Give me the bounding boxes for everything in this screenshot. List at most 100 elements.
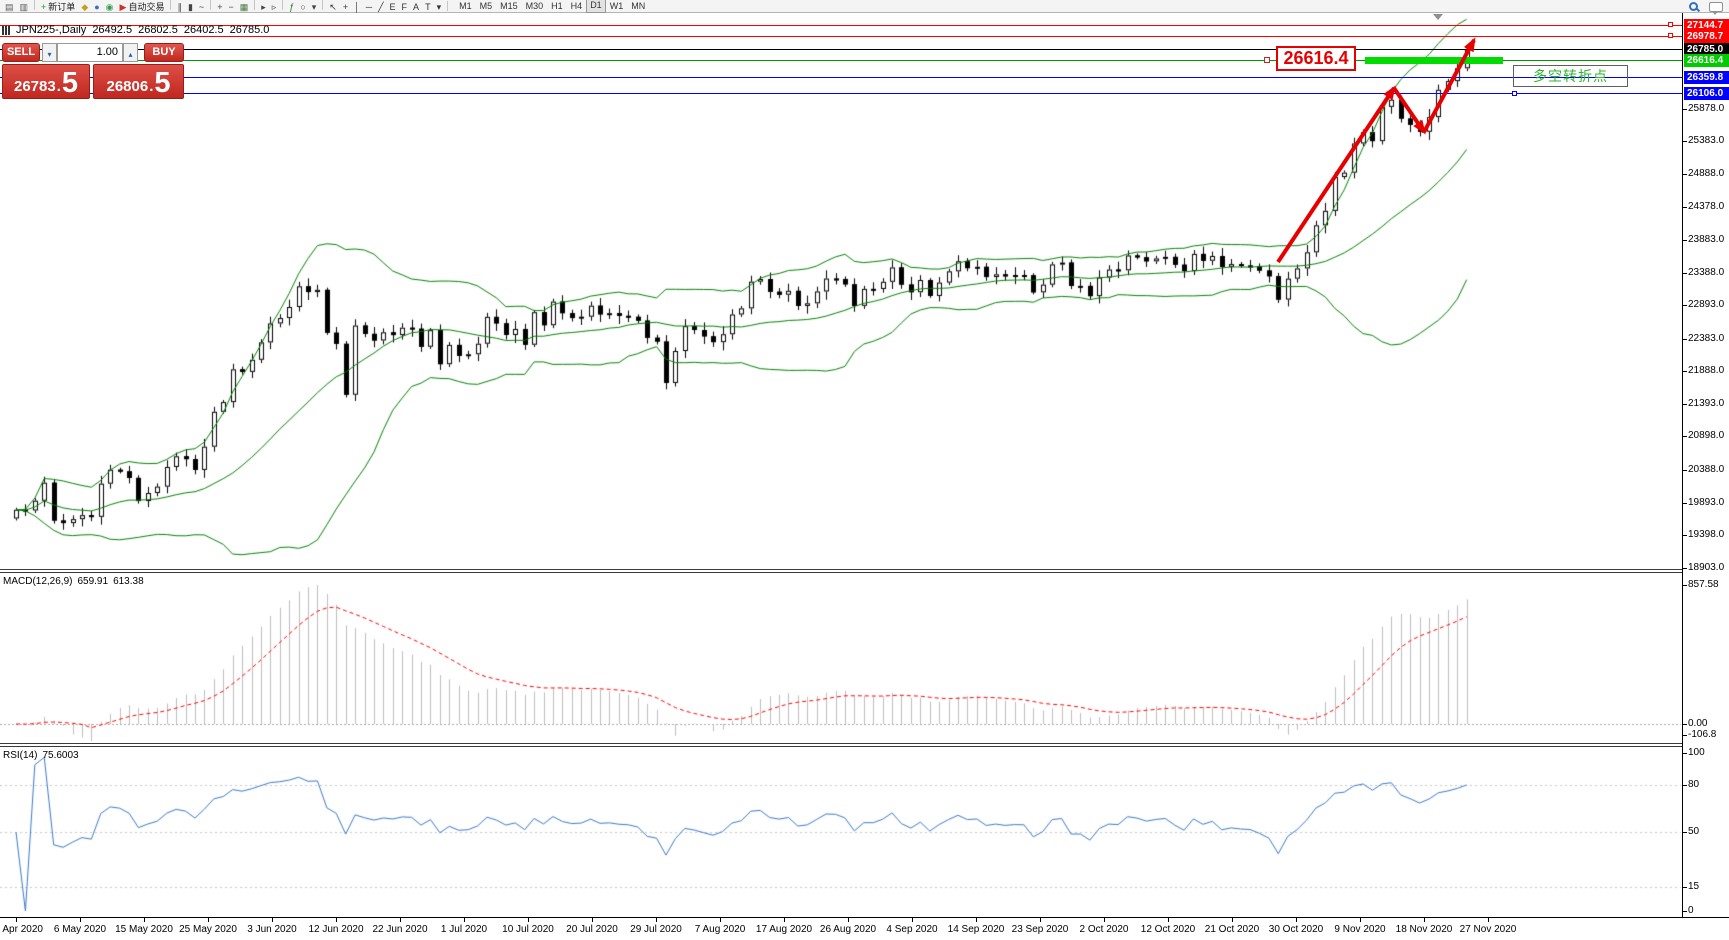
price-axis-label: 25383.0 (1682, 135, 1725, 147)
timeframe-m30[interactable]: M30 (525, 1, 544, 11)
date-tick (208, 918, 209, 922)
search-icon[interactable] (1688, 1, 1700, 12)
price-line-resistance-2[interactable] (0, 35, 1682, 37)
price-axis-label: 19398.0 (1682, 529, 1725, 541)
sell-price-display[interactable]: 26783. 5 (2, 64, 90, 99)
auto-scroll-button[interactable]: ▸ (258, 1, 269, 13)
fibonacci-button[interactable]: F (399, 1, 411, 13)
rsi-axis-label: 0 (1683, 905, 1694, 916)
date-tick (1232, 918, 1233, 922)
buy-price-fraction: 5 (154, 67, 171, 99)
macd-axis-label: 0.00 (1682, 718, 1708, 729)
equidistant-channel-button[interactable]: E (387, 1, 399, 13)
price-line-support-2[interactable] (0, 93, 1682, 95)
price-axis-label: 22893.0 (1682, 299, 1725, 311)
date-label: 27 Apr 2020 (0, 924, 43, 935)
price-axis-label: 21393.0 (1682, 397, 1725, 409)
timeframe-h4[interactable]: H4 (570, 1, 583, 11)
ohlc-high: 26802.5 (138, 24, 178, 36)
buy-price-display[interactable]: 26806. 5 (93, 64, 184, 99)
toolbar-separator (34, 0, 36, 10)
buy-button[interactable]: BUY (144, 43, 184, 62)
line-chart-button[interactable]: ~ (196, 1, 207, 13)
date-tick (400, 918, 401, 922)
sell-button[interactable]: SELL (2, 43, 40, 62)
date-label: 15 May 2020 (115, 924, 173, 935)
templates-button[interactable]: ▾ (309, 1, 320, 13)
horizontal-line-button[interactable]: ─ (363, 1, 375, 13)
volume-decrease-button[interactable]: ▾ (42, 43, 57, 62)
periods-button[interactable]: ○ (297, 1, 308, 13)
date-label: 2 Oct 2020 (1079, 924, 1129, 935)
market-depth-button-icon: ◆ (81, 1, 89, 12)
chart-shift-marker[interactable] (1433, 14, 1443, 20)
timeframe-d1[interactable]: D1 (586, 0, 606, 13)
timeframe-m1[interactable]: M1 (459, 1, 472, 11)
cursor-button-icon: ↖ (329, 1, 337, 12)
text-label-button[interactable]: T (422, 1, 434, 13)
contacts-button[interactable]: ● (91, 1, 102, 13)
arrows-button[interactable]: ▾ (434, 1, 445, 13)
price-line-current-price[interactable] (0, 48, 1682, 50)
price-axis-line (1682, 13, 1683, 917)
news-button-icon: ◉ (105, 1, 114, 12)
volume-increase-button[interactable]: ▴ (123, 43, 138, 62)
news-button[interactable]: ◉ (103, 1, 117, 13)
sell-price-separator: . (56, 78, 61, 95)
timeframe-m15[interactable]: M15 (500, 1, 518, 11)
highlight-bar[interactable] (1365, 56, 1503, 64)
indicators-button[interactable]: ƒ (286, 1, 297, 13)
symbol-period-label: JPN225-,Daily (16, 24, 87, 36)
templates-button-icon: ▾ (311, 1, 317, 12)
timeframe-w1[interactable]: W1 (609, 1, 624, 11)
date-axis[interactable]: 27 Apr 2020 6 May 2020 15 May 2020 25 May 2… (0, 917, 1729, 940)
timeframe-h1[interactable]: H1 (551, 1, 563, 11)
timeframe-toolbar: M1 M5 M15 M30 H1 H4 D1 W1 MN (455, 0, 649, 13)
zoom-in-button[interactable]: + (214, 1, 225, 13)
ohlc-open: 26492.5 (92, 24, 133, 36)
crosshair-button[interactable]: + (340, 1, 351, 13)
candlestick-chart-button-icon: ▮ (187, 1, 193, 12)
price-tag-anchor (1264, 57, 1270, 63)
timeframe-mn[interactable]: MN (631, 1, 646, 11)
date-tick (336, 918, 337, 922)
price-tag-label[interactable]: 26616.4 (1276, 46, 1356, 71)
chart-shift-button[interactable]: ▹ (269, 1, 280, 13)
chat-icon[interactable] (1709, 1, 1723, 15)
date-label: 18 Nov 2020 (1395, 924, 1453, 935)
timeframe-m5[interactable]: M5 (479, 1, 493, 11)
new-order-button[interactable]: + 新订单 (38, 1, 78, 13)
panel-separator-macd[interactable] (0, 569, 1682, 573)
rsi-indicator-label: RSI(14) 75.6003 (3, 750, 79, 761)
tile-windows-button[interactable]: ▦ (237, 1, 252, 13)
chart-profiles-button[interactable]: ▥ (17, 1, 32, 13)
date-tick (592, 918, 593, 922)
auto-trading-button[interactable]: ▶ 自动交易 (117, 1, 168, 13)
line-handle-resistance-2[interactable] (1668, 33, 1673, 39)
macd-indicator-label: MACD(12,26,9) 659.91 613.38 (3, 576, 144, 587)
candlestick-chart-button[interactable]: ▮ (185, 1, 196, 13)
vertical-line-button[interactable]: │ (351, 1, 363, 13)
bar-chart-button[interactable]: ∥ (174, 1, 185, 13)
note-text-box[interactable]: 多空转折点 (1513, 65, 1628, 87)
cursor-button[interactable]: ↖ (326, 1, 340, 13)
price-line-pivot[interactable] (0, 59, 1682, 61)
price-line-support-1[interactable] (0, 76, 1682, 78)
zoom-out-button[interactable]: − (225, 1, 236, 13)
text-button[interactable]: A (410, 1, 422, 13)
volume-input[interactable]: 1.00 (57, 43, 123, 62)
line-handle-resistance-1[interactable] (1668, 22, 1673, 28)
new-chart-button[interactable]: ▤ (2, 1, 17, 13)
price-line-resistance-1[interactable] (0, 24, 1682, 26)
panel-separator-rsi[interactable] (0, 743, 1682, 747)
date-tick (1168, 918, 1169, 922)
date-tick (80, 918, 81, 922)
toolbar-separator (170, 0, 172, 10)
date-label: 20 Jul 2020 (566, 924, 618, 935)
market-depth-button[interactable]: ◆ (78, 1, 91, 13)
price-axis-label: 25878.0 (1682, 102, 1725, 114)
trendline-button[interactable]: ╱ (375, 1, 386, 13)
line-handle-support-2[interactable] (1512, 90, 1517, 96)
